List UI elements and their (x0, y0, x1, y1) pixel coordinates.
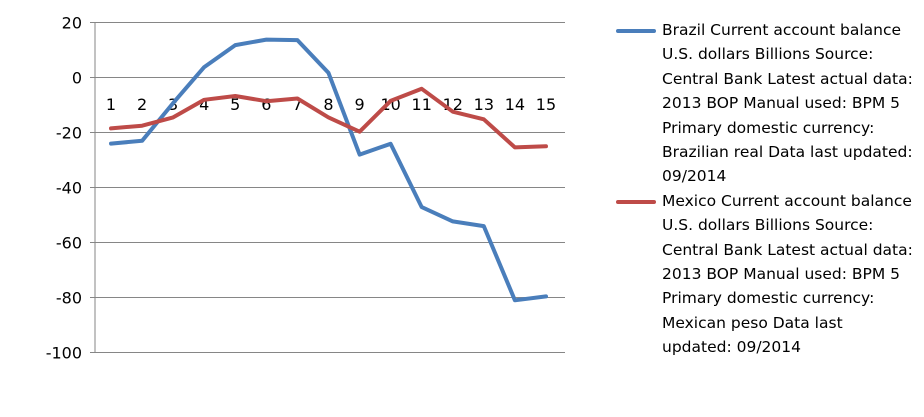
y-tick-label: -60 (56, 234, 82, 253)
y-tick-label: -40 (56, 179, 82, 198)
legend-entry-mexico: Mexico Current account balance U.S. doll… (616, 189, 916, 360)
legend-label-mexico: Mexico Current account balance U.S. doll… (662, 191, 913, 357)
x-tick-label: 14 (505, 95, 525, 114)
series-line-1 (109, 86, 548, 150)
x-tick-label: 8 (323, 95, 333, 114)
legend-swatch-mexico (616, 199, 656, 204)
y-tick-label: -80 (56, 289, 82, 308)
series-line-0 (109, 37, 548, 303)
y-tick-label: 0 (72, 69, 82, 88)
x-tick-label: 9 (354, 95, 364, 114)
x-tick-label: 7 (292, 95, 302, 114)
y-tick-label: 20 (62, 14, 82, 33)
x-tick-label: 6 (261, 95, 271, 114)
legend-entry-brazil: Brazil Current account balance U.S. doll… (616, 18, 916, 189)
y-tick-label: -20 (56, 124, 82, 143)
legend-swatch-brazil (616, 29, 656, 33)
x-tick-label: 2 (137, 95, 147, 114)
x-tick-label: 15 (536, 95, 556, 114)
x-tick-label: 13 (474, 95, 494, 114)
series-lines (109, 37, 548, 303)
legend: Brazil Current account balance U.S. doll… (616, 18, 916, 360)
x-tick-label: 1 (106, 95, 116, 114)
x-tick-label: 5 (230, 95, 240, 114)
x-tick-label: 4 (199, 95, 209, 114)
y-axis-ticks: 20 0 -20 -40 -60 -80 -100 (46, 14, 82, 363)
legend-label-brazil: Brazil Current account balance U.S. doll… (662, 21, 913, 186)
x-tick-label: 11 (412, 95, 432, 114)
y-tick-label: -100 (46, 344, 82, 363)
gridlines (90, 22, 565, 353)
